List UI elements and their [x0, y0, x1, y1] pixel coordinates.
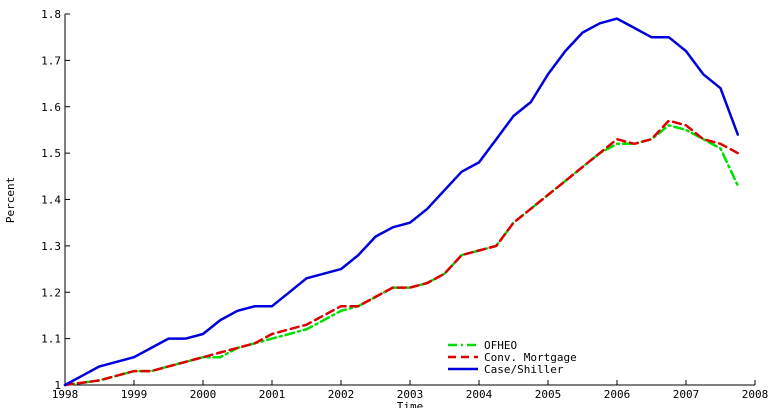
y-tick-label: 1.2 — [41, 286, 61, 299]
x-tick-label: 2008 — [742, 388, 769, 401]
x-axis-label: Time — [397, 400, 424, 408]
series-line-case-shiller — [63, 17, 740, 387]
x-tick-label: 2002 — [328, 388, 355, 401]
y-tick-label: 1.1 — [41, 333, 61, 346]
legend-label-ofheo: OFHEO — [484, 339, 517, 352]
series-line-ofheo — [63, 124, 740, 387]
x-tick-label: 2007 — [673, 388, 700, 401]
x-tick-label: 2003 — [397, 388, 424, 401]
series-line-conv-mortgage — [63, 119, 740, 387]
series-lines — [63, 17, 740, 387]
axes: 1 1.1 1.2 1.3 1.4 1.5 1.6 1.7 1.8 1998 1999 2000 200… — [41, 8, 768, 401]
x-tick-label: 2004 — [466, 388, 493, 401]
y-tick-label: 1 — [54, 379, 61, 392]
y-tick-label: 1.3 — [41, 240, 61, 253]
x-tick-label: 2000 — [190, 388, 217, 401]
y-tick-label: 1.7 — [41, 54, 61, 67]
x-tick-label: 2001 — [259, 388, 286, 401]
y-tick-label: 1.5 — [41, 147, 61, 160]
y-tick-label: 1.6 — [41, 101, 61, 114]
legend-label-case-shiller: Case/Shiller — [484, 363, 564, 376]
y-tick-label: 1.4 — [41, 194, 61, 207]
y-axis-label: Percent — [4, 177, 17, 223]
x-tick-label: 1999 — [121, 388, 148, 401]
x-tick-label: 2005 — [535, 388, 562, 401]
legend-label-conv-mortgage: Conv. Mortgage — [484, 351, 577, 364]
x-tick-label: 2006 — [604, 388, 631, 401]
x-tick-label: 1998 — [52, 388, 79, 401]
y-tick-label: 1.8 — [41, 8, 61, 21]
